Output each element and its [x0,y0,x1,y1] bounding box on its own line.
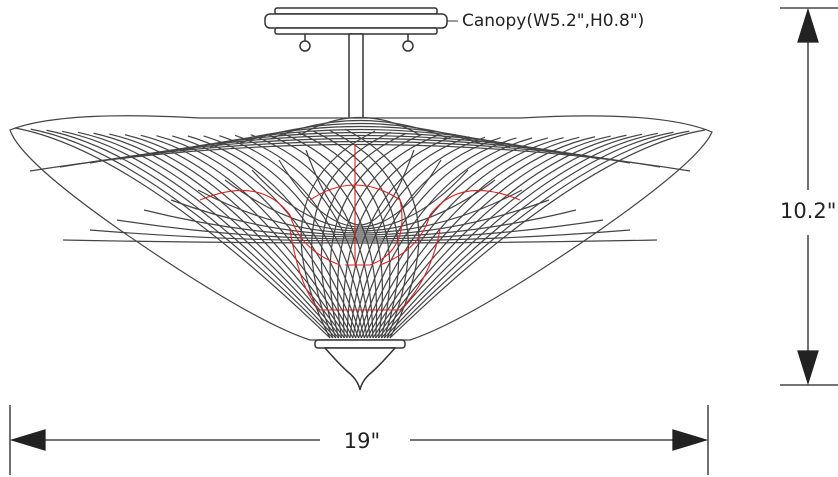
wire-strand [29,143,691,172]
wire-bowl [9,115,713,341]
wire-strand [14,127,331,339]
wire-strand [203,135,365,339]
wire-strand [297,131,391,339]
wire-strand [30,128,334,339]
wire-strand [346,136,470,339]
height-label: 10.2" [780,199,836,223]
wire-strand [369,136,596,339]
canopy-label: Canopy(W5.2",H0.8") [462,11,644,31]
wire-strand [311,131,391,339]
wire-strand [77,131,342,339]
wire-strand [305,149,415,226]
wire-strand [349,136,486,339]
wire-strand [366,136,580,339]
wire-strand [170,199,550,236]
wire-strand [352,137,501,339]
wire-strand [59,140,661,168]
wire-strand [119,134,601,160]
height-dimension [780,7,838,386]
wire-strand [156,135,357,339]
wire-strand [250,134,374,339]
wire-strand [46,129,337,339]
wire-strand [116,219,604,240]
wire-strand [372,135,611,339]
wire-strand [140,134,354,339]
wire-strand [313,130,400,339]
wire-strand [378,133,643,339]
wire-strand [336,134,439,339]
wire-strand [109,133,348,339]
wire-strand [62,239,658,244]
wire-strand [89,229,631,242]
width-dimension [9,405,709,475]
wire-strand [89,137,631,164]
wire-strand [380,132,658,339]
wire-strand [375,134,627,339]
bulbs [199,144,521,311]
wire-strand [386,130,690,339]
wire-strand [143,209,577,238]
wire-strand [93,132,345,339]
wire-strand [251,169,469,230]
wire-strand [197,189,523,234]
wire-strand [234,134,371,339]
wire-strand [389,129,706,339]
wire-strand [329,133,423,339]
wire-strand [329,129,409,339]
wire-strand [383,131,674,339]
wire-strand [62,130,340,339]
wire-strand [344,128,420,339]
width-label: 19" [344,429,380,453]
wire-strand [224,179,496,232]
wire-strand [320,132,407,339]
wire-strand [281,132,384,339]
wire-strand [300,130,376,339]
finial [314,339,406,391]
wire-strand [278,159,442,228]
wire-strand [124,134,351,339]
